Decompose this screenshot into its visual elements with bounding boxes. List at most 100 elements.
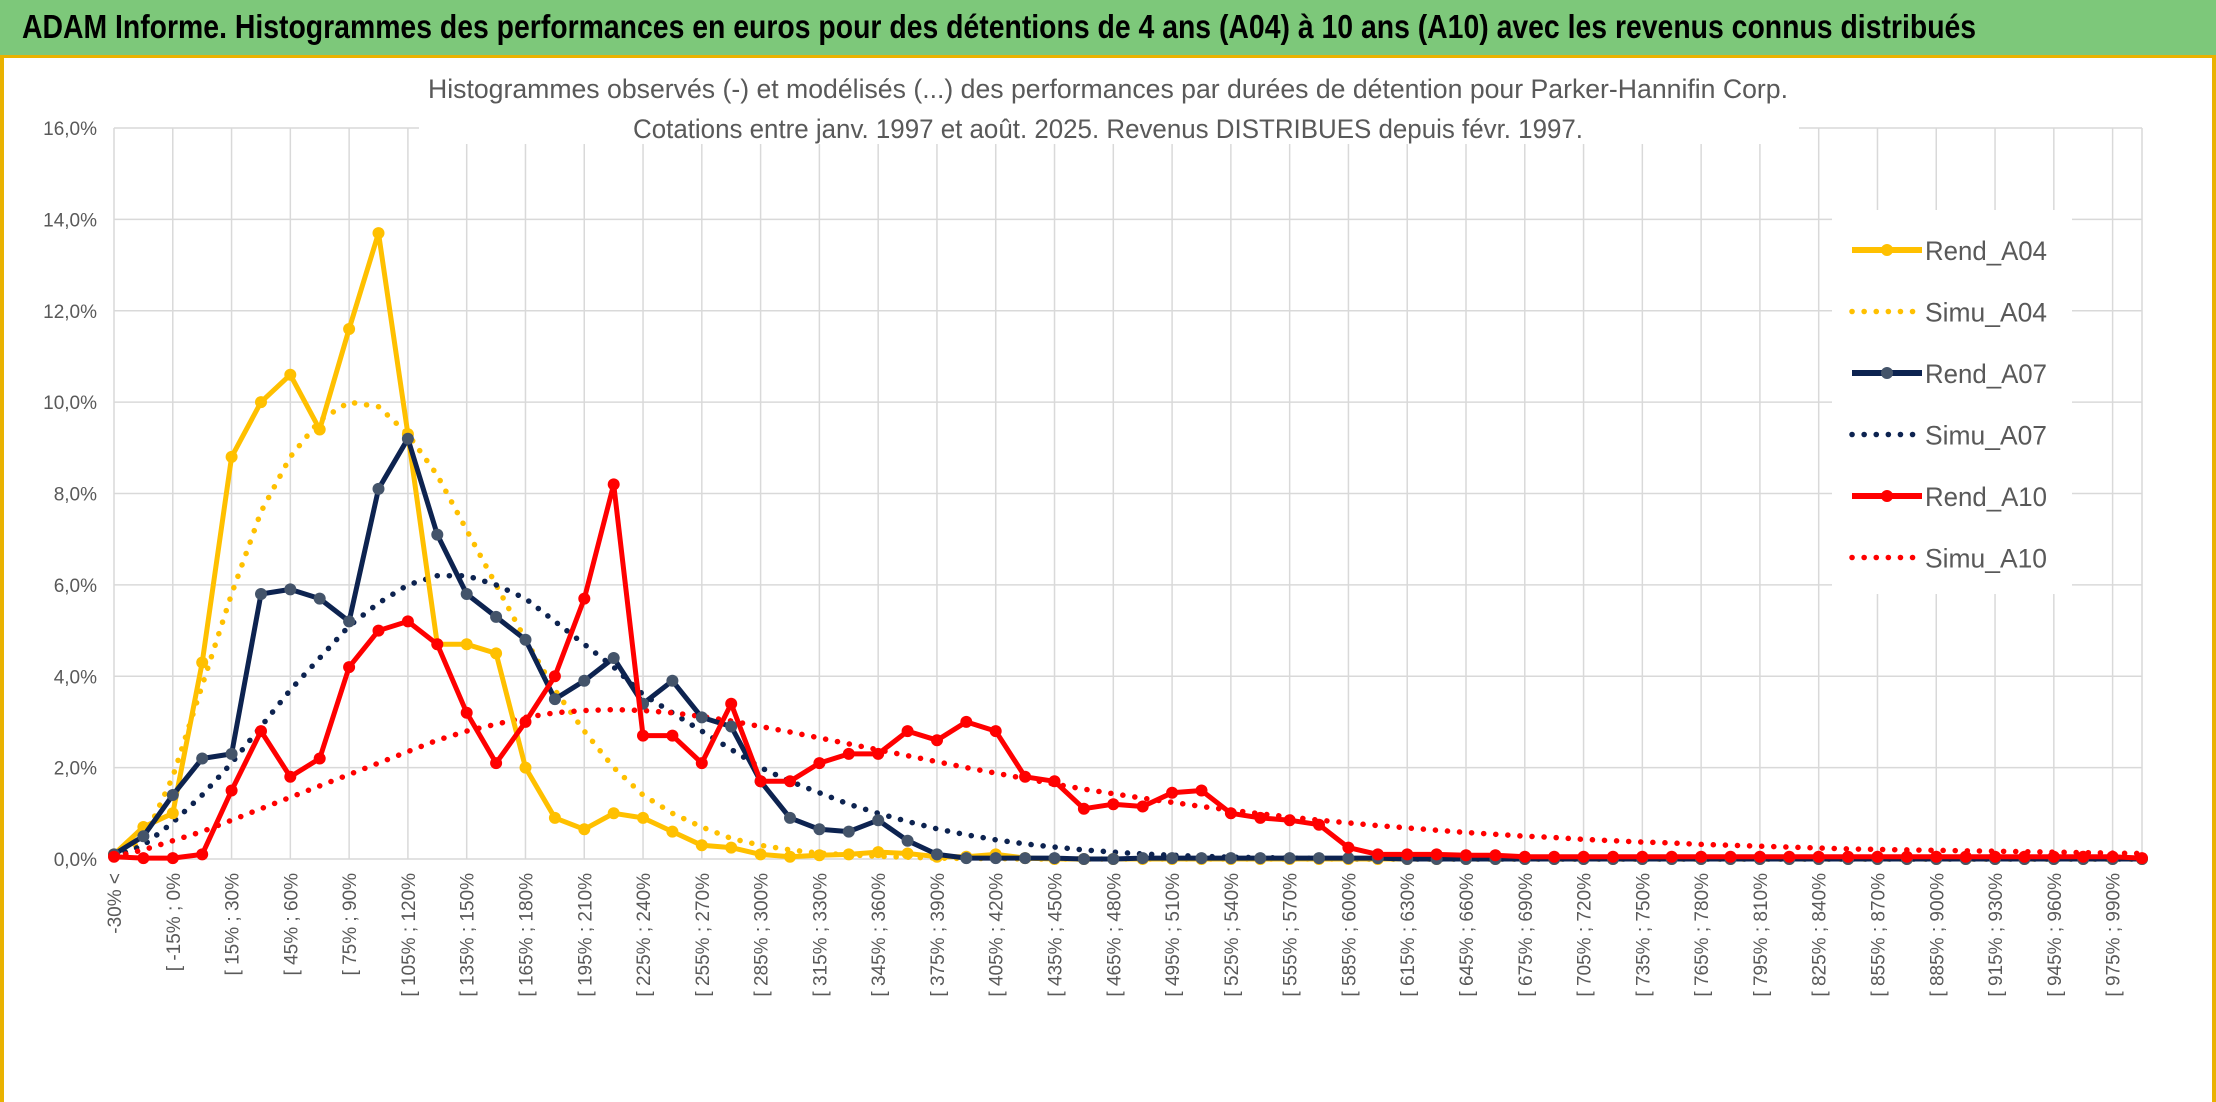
y-tick-label: 14,0% [43, 210, 97, 231]
data-point [1842, 850, 1855, 863]
data-point [1254, 852, 1267, 865]
x-tick-label: [ 735% ; 750% [1633, 873, 1654, 997]
x-tick-label: [ -15% ; 0% [164, 873, 185, 971]
data-point [1753, 850, 1766, 863]
data-point [1224, 852, 1237, 865]
data-point [842, 848, 855, 861]
data-point [108, 850, 120, 863]
data-point [901, 847, 914, 860]
legend-background [1832, 210, 2072, 594]
legend-label: Simu_A10 [1925, 544, 2047, 574]
data-point [989, 725, 1002, 738]
data-point [2136, 852, 2148, 865]
data-point [1548, 850, 1561, 863]
data-point [548, 811, 561, 824]
data-point [225, 784, 238, 797]
x-tick-label: [ 315% ; 330% [810, 873, 831, 997]
data-point [2106, 850, 2119, 863]
data-point [666, 674, 679, 687]
data-point [460, 638, 473, 651]
series-lines [108, 227, 2148, 865]
data-point [1048, 852, 1061, 865]
data-point [960, 715, 973, 728]
data-point [548, 693, 561, 706]
data-point [1136, 852, 1149, 865]
data-point [372, 227, 385, 240]
data-point [255, 588, 267, 600]
data-point [460, 706, 473, 719]
chart-subtitle: Cotations entre janv. 1997 et août. 2025… [633, 114, 1583, 144]
data-point [1195, 852, 1208, 865]
data-point [989, 852, 1002, 865]
x-tick-label: [ 675% ; 690% [1516, 873, 1537, 997]
data-point [1430, 848, 1443, 861]
x-tick-label: [ 585% ; 600% [1339, 873, 1360, 997]
data-point [607, 652, 620, 664]
data-point [1107, 853, 1120, 865]
legend-label: Rend_A04 [1925, 236, 2047, 266]
legend-label: Simu_A07 [1925, 421, 2047, 451]
data-point [519, 761, 532, 774]
data-point [1812, 850, 1825, 863]
x-tick-label: [ 195% ; 210% [575, 873, 596, 997]
data-point [1019, 852, 1032, 865]
data-point [284, 368, 297, 381]
data-point [401, 432, 414, 445]
data-point [578, 674, 591, 687]
report-title: ADAM Informe. Histogrammes des performan… [22, 8, 1977, 45]
data-point [2047, 850, 2060, 863]
data-point [784, 850, 796, 863]
data-point [519, 633, 532, 646]
data-point [1195, 784, 1208, 797]
data-point [784, 775, 796, 788]
data-point [695, 711, 708, 724]
data-point [637, 811, 649, 824]
data-point [1371, 848, 1384, 861]
data-point [901, 834, 914, 847]
data-point [872, 846, 885, 859]
data-point [1048, 775, 1061, 788]
x-tick-label: [ 285% ; 300% [752, 873, 773, 997]
data-point [284, 770, 297, 783]
x-tick-label: [ 705% ; 720% [1575, 873, 1596, 997]
data-point [1900, 850, 1913, 863]
y-tick-label: 12,0% [43, 302, 97, 323]
x-tick-label: [ 255% ; 270% [693, 873, 714, 997]
legend-label: Rend_A07 [1925, 359, 2047, 389]
x-tick-label: [ 105% ; 120% [399, 873, 420, 997]
x-tick-label: [ 225% ; 240% [634, 873, 655, 997]
data-point [842, 747, 855, 760]
x-tick-label: -30% < [105, 873, 126, 934]
data-point [490, 647, 503, 660]
data-point [313, 752, 326, 765]
x-axis-ticks: -30% < [ -15% ; 0% [ 15% ; 30% [ 45% ; 60% [… [105, 873, 2125, 997]
data-point [137, 852, 150, 865]
x-tick-label: [ 525% ; 540% [1222, 873, 1243, 997]
data-point [1313, 852, 1325, 865]
x-tick-label: [ 15% ; 30% [223, 873, 244, 976]
chart-title-block: Histogrammes observés (-) et modélisés (… [419, 62, 1799, 144]
data-point [313, 592, 326, 605]
data-point [872, 814, 885, 827]
data-point [196, 848, 209, 861]
data-point [401, 615, 414, 628]
data-point [519, 715, 532, 728]
data-point [1077, 853, 1090, 865]
chart-title: Histogrammes observés (-) et modélisés (… [428, 74, 1788, 104]
data-point [1724, 850, 1737, 863]
x-tick-label: [ 45% ; 60% [281, 873, 302, 976]
y-tick-label: 4,0% [54, 667, 97, 688]
data-point [666, 729, 679, 742]
data-point [872, 747, 885, 760]
data-point [1607, 850, 1619, 863]
data-point [813, 849, 826, 862]
data-point [166, 852, 179, 865]
data-point [666, 825, 679, 838]
data-point [1695, 850, 1708, 863]
data-point [166, 807, 179, 820]
data-point [1019, 770, 1032, 783]
y-tick-label: 10,0% [43, 393, 97, 414]
data-point [695, 839, 708, 852]
data-point [431, 638, 444, 651]
data-point [460, 588, 473, 600]
